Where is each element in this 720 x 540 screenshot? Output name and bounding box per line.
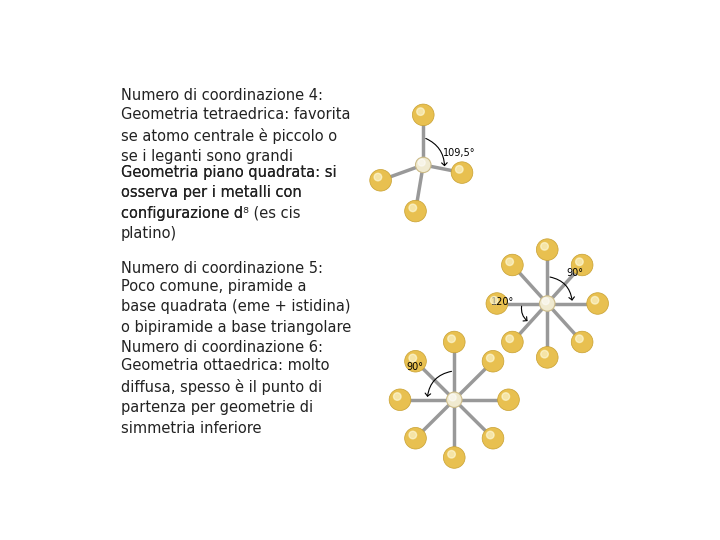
Circle shape	[446, 392, 462, 408]
Text: Geometria tetraedrica: favorita
se atomo centrale è piccolo o
se i leganti sono : Geometria tetraedrica: favorita se atomo…	[121, 107, 351, 164]
Circle shape	[370, 170, 392, 191]
Circle shape	[374, 173, 382, 181]
Text: 109,5°: 109,5°	[443, 148, 475, 158]
Circle shape	[409, 354, 417, 362]
Circle shape	[536, 239, 558, 260]
Circle shape	[591, 296, 599, 304]
Circle shape	[571, 331, 593, 353]
Text: 90°: 90°	[567, 268, 584, 278]
Circle shape	[587, 293, 608, 314]
Circle shape	[394, 393, 401, 400]
Circle shape	[571, 254, 593, 276]
Text: Poco comune, piramide a
base quadrata (eme + istidina)
o bipiramide a base trian: Poco comune, piramide a base quadrata (e…	[121, 279, 351, 335]
Circle shape	[490, 296, 498, 304]
Circle shape	[506, 335, 513, 342]
Circle shape	[444, 447, 465, 468]
Text: Geometria ottaedrica: molto
diffusa, spesso è il punto di
partenza per geometrie: Geometria ottaedrica: molto diffusa, spe…	[121, 358, 330, 436]
Circle shape	[541, 242, 549, 250]
Circle shape	[405, 200, 426, 222]
Circle shape	[506, 258, 513, 266]
Text: Numero di coordinazione 6:: Numero di coordinazione 6:	[121, 340, 323, 355]
Circle shape	[456, 166, 463, 173]
Text: Numero di coordinazione 5:: Numero di coordinazione 5:	[121, 261, 323, 276]
Circle shape	[415, 157, 431, 173]
Circle shape	[451, 162, 473, 184]
Circle shape	[486, 293, 508, 314]
Circle shape	[405, 428, 426, 449]
Circle shape	[575, 335, 583, 342]
Circle shape	[498, 389, 519, 410]
Circle shape	[542, 298, 549, 305]
Circle shape	[405, 350, 426, 372]
Circle shape	[409, 204, 417, 212]
Circle shape	[449, 394, 456, 401]
Text: 120°: 120°	[492, 297, 515, 307]
Circle shape	[502, 393, 510, 400]
Circle shape	[417, 108, 424, 116]
Circle shape	[444, 331, 465, 353]
Circle shape	[448, 450, 455, 458]
Text: Geometria piano quadrata: si
osserva per i metalli con
configurazione d: Geometria piano quadrata: si osserva per…	[121, 165, 337, 221]
Circle shape	[482, 428, 504, 449]
Circle shape	[487, 354, 494, 362]
Circle shape	[482, 350, 504, 372]
Circle shape	[536, 347, 558, 368]
Circle shape	[418, 159, 426, 166]
Text: Numero di coordinazione 4:: Numero di coordinazione 4:	[121, 88, 323, 103]
Text: 90°: 90°	[406, 362, 423, 372]
Circle shape	[389, 389, 411, 410]
Circle shape	[502, 331, 523, 353]
Circle shape	[413, 104, 434, 126]
Circle shape	[502, 254, 523, 276]
Circle shape	[409, 431, 417, 439]
Text: Geometria piano quadrata: si
osserva per i metalli con
configurazione d⁸ (es cis: Geometria piano quadrata: si osserva per…	[121, 165, 337, 241]
Circle shape	[541, 350, 549, 358]
Circle shape	[448, 335, 455, 342]
Circle shape	[575, 258, 583, 266]
Circle shape	[539, 296, 555, 311]
Circle shape	[487, 431, 494, 439]
